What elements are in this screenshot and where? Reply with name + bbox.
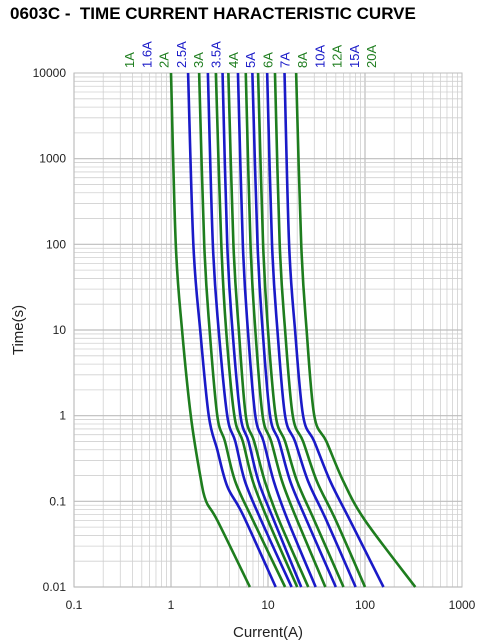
x-tick-label: 100 xyxy=(355,598,375,612)
y-tick-label: 1000 xyxy=(39,152,66,166)
y-tick-label: 0.1 xyxy=(49,494,66,508)
series-line-3.5A xyxy=(221,72,303,588)
series-label-5A: 5A xyxy=(243,52,258,68)
series-line-8A xyxy=(256,72,345,588)
y-tick-label: 10 xyxy=(53,323,67,337)
series-label-20A: 20A xyxy=(364,45,379,68)
series-line-2A xyxy=(197,72,287,588)
series-label-3.5A: 3.5A xyxy=(209,41,224,68)
series-label-3A: 3A xyxy=(191,52,206,68)
series-line-20A xyxy=(294,72,417,588)
series-label-2A: 2A xyxy=(157,52,172,68)
series-line-2.5A xyxy=(206,72,293,588)
series-label-10A: 10A xyxy=(312,45,327,68)
y-tick-label: 100 xyxy=(46,237,66,251)
series-line-4A xyxy=(227,72,310,588)
x-tick-label: 1000 xyxy=(449,598,476,612)
series-label-1.6A: 1.6A xyxy=(139,41,154,68)
series-label-1A: 1A xyxy=(122,52,137,68)
series-line-7A xyxy=(251,72,337,588)
y-tick-label: 0.01 xyxy=(43,580,67,594)
series-line-1A xyxy=(169,72,252,588)
series-label-7A: 7A xyxy=(278,52,293,68)
series-label-15A: 15A xyxy=(347,45,362,68)
series-line-10A xyxy=(265,72,357,588)
series-labels: 1A 1.6A 2A 2.5A 3A 3.5A 4A 5A 6A 7A 8A 10A 12A 15A 20A xyxy=(122,41,379,68)
series-label-2.5A: 2.5A xyxy=(174,41,189,68)
tick-labels: 0.1 1 10 100 1000 0.01 0.1 1 10 100 1000 10000 xyxy=(33,66,476,612)
series-line-6A xyxy=(244,72,327,588)
series-label-12A: 12A xyxy=(330,45,345,68)
series-label-4A: 4A xyxy=(226,52,241,68)
series-line-3A xyxy=(214,72,299,588)
y-tick-label: 10000 xyxy=(33,66,67,80)
series-label-8A: 8A xyxy=(295,52,310,68)
x-axis-label: Current(A) xyxy=(233,624,303,641)
series-line-15A xyxy=(283,72,385,588)
y-tick-label: 1 xyxy=(59,409,66,423)
curves xyxy=(169,72,417,588)
x-tick-label: 10 xyxy=(261,598,275,612)
series-label-6A: 6A xyxy=(260,52,275,68)
x-tick-label: 0.1 xyxy=(66,598,83,612)
chart-title: 0603C - TIME CURRENT HARACTERISTIC CURVE xyxy=(10,4,416,23)
series-line-5A xyxy=(236,72,317,588)
series-line-1.6A xyxy=(186,72,277,588)
x-tick-label: 1 xyxy=(168,598,175,612)
y-axis-label: Time(s) xyxy=(10,305,27,355)
grid xyxy=(73,73,462,588)
series-line-12A xyxy=(273,72,367,588)
